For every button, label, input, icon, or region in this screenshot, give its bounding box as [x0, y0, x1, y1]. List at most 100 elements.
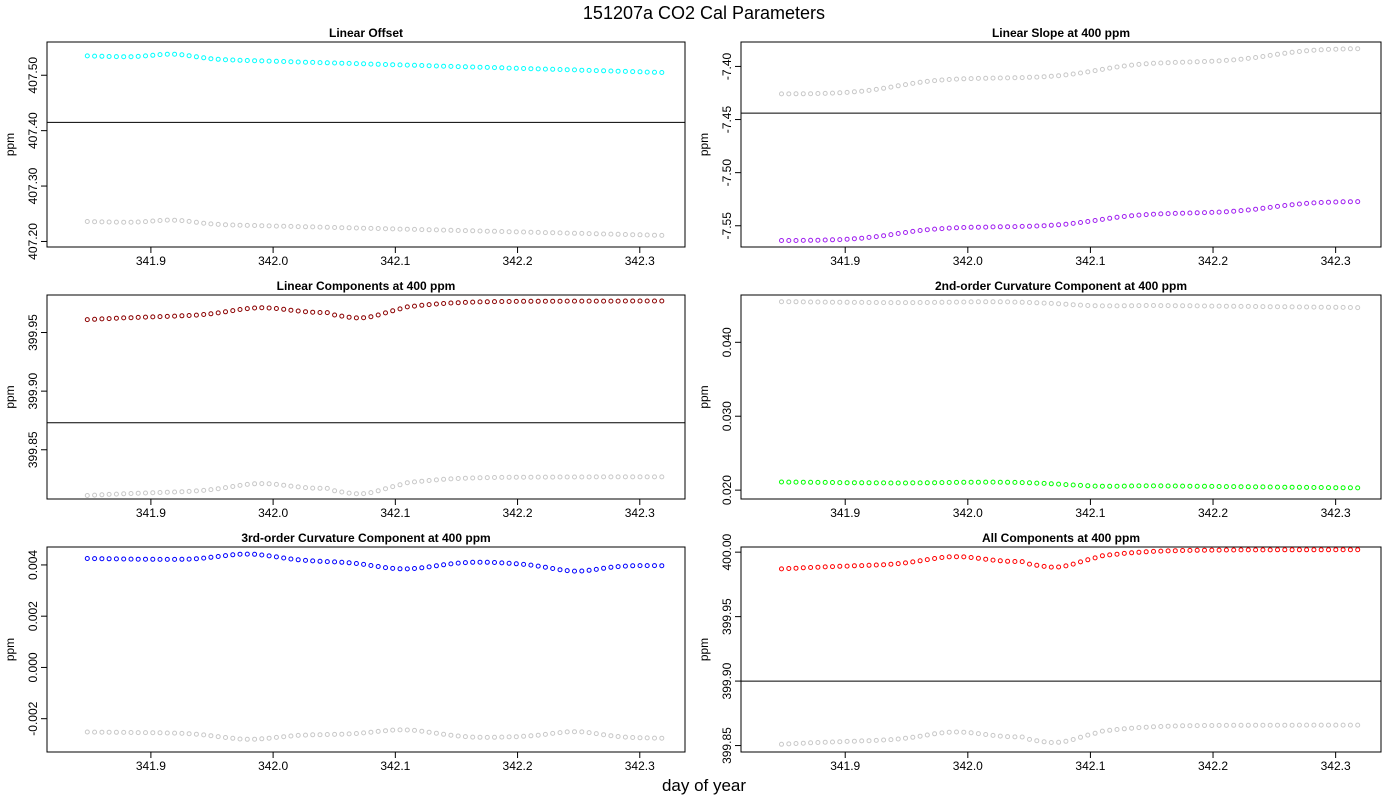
data-point: [1223, 209, 1229, 215]
data-point: [361, 561, 367, 567]
data-point: [84, 729, 90, 735]
data-point: [888, 232, 894, 238]
data-point: [644, 232, 650, 238]
data-point: [375, 488, 381, 494]
data-point: [564, 568, 570, 574]
data-point: [223, 735, 228, 740]
data-point: [310, 224, 316, 230]
data-point: [779, 566, 784, 572]
data-point: [84, 219, 90, 224]
data-point: [281, 306, 287, 312]
data-point: [521, 229, 527, 235]
data-point: [433, 301, 439, 307]
data-point: [164, 217, 170, 223]
data-point: [932, 556, 938, 561]
data-point: [961, 554, 967, 560]
data-point: [521, 474, 527, 480]
data-point: [1143, 212, 1149, 218]
data-point: [1223, 484, 1229, 490]
data-point: [572, 67, 577, 73]
y-tick-label: 407.30: [26, 167, 40, 204]
data-point: [1187, 723, 1193, 729]
data-point: [975, 75, 981, 81]
data-point: [1347, 485, 1353, 491]
data-point: [259, 58, 265, 64]
data-point: [92, 729, 98, 735]
data-point: [426, 227, 432, 233]
data-point: [419, 478, 425, 484]
data-point: [1092, 303, 1098, 309]
data-point: [237, 551, 243, 557]
data-point: [866, 300, 872, 305]
data-point: [99, 492, 105, 498]
data-point: [455, 560, 461, 566]
data-point: [1194, 59, 1200, 65]
data-point: [1041, 563, 1047, 569]
data-point: [1333, 547, 1339, 553]
data-point: [990, 479, 996, 485]
data-point: [961, 225, 967, 230]
data-point: [622, 298, 628, 304]
series-1: [84, 217, 665, 238]
data-point: [172, 51, 178, 57]
data-point: [644, 298, 650, 304]
data-point: [851, 89, 857, 95]
data-point: [1223, 547, 1229, 553]
data-point: [1275, 484, 1280, 490]
data-point: [157, 218, 163, 223]
data-point: [397, 62, 403, 68]
data-point: [310, 732, 316, 738]
data-point: [193, 312, 199, 318]
data-point: [659, 563, 665, 569]
data-point: [121, 315, 127, 321]
data-point: [1311, 722, 1317, 728]
data-point: [1114, 64, 1120, 70]
data-point: [1063, 72, 1069, 78]
data-point: [1034, 223, 1040, 229]
data-point: [1158, 724, 1164, 729]
data-point: [368, 314, 374, 320]
data-point: [1129, 62, 1135, 68]
data-point: [961, 76, 967, 82]
x-tick-label: 342.0: [258, 254, 288, 268]
data-point: [332, 559, 338, 565]
panel-title: All Components at 400 ppm: [982, 531, 1140, 545]
data-point: [1034, 562, 1040, 568]
data-point: [1333, 485, 1339, 491]
data-point: [412, 479, 417, 485]
data-point: [1056, 73, 1062, 79]
data-point: [895, 736, 901, 742]
data-point: [353, 491, 359, 497]
data-point: [873, 234, 879, 240]
data-point: [1143, 483, 1149, 489]
data-point: [426, 478, 432, 483]
data-point: [506, 299, 512, 304]
data-point: [1267, 484, 1273, 490]
data-point: [1012, 224, 1018, 230]
data-point: [579, 474, 585, 480]
data-point: [579, 568, 585, 574]
data-point: [106, 491, 112, 497]
data-point: [492, 734, 497, 740]
data-point: [346, 314, 352, 320]
data-point: [92, 492, 98, 498]
data-point: [477, 559, 483, 565]
data-point: [535, 563, 541, 569]
data-point: [1355, 722, 1361, 728]
data-point: [259, 736, 265, 742]
data-point: [208, 311, 214, 317]
data-point: [1019, 299, 1025, 305]
data-point: [946, 729, 952, 735]
data-point: [837, 739, 843, 745]
data-point: [903, 560, 908, 566]
data-point: [135, 490, 141, 496]
data-point: [637, 298, 643, 304]
data-point: [244, 736, 250, 742]
data-point: [1027, 74, 1032, 80]
data-point: [1136, 483, 1142, 489]
y-tick-label: 0.040: [720, 327, 734, 357]
data-point: [1282, 50, 1288, 56]
data-point: [601, 565, 607, 571]
data-point: [1099, 553, 1105, 559]
data-point: [572, 230, 577, 236]
